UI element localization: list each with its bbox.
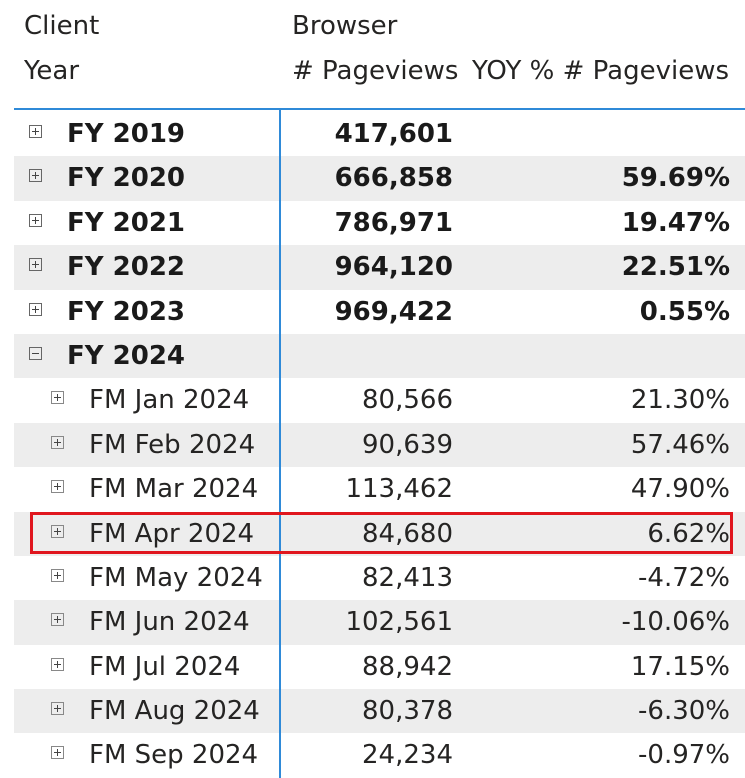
icon-bar-horizontal	[32, 352, 39, 354]
pageviews-value: 88,942	[362, 651, 453, 682]
icon-bar-vertical	[57, 483, 58, 491]
year-row[interactable]: FY 2024	[14, 333, 745, 379]
icon-bar-vertical	[57, 438, 58, 446]
expand-plus-icon[interactable]	[51, 391, 64, 405]
column-divider	[279, 110, 281, 778]
row-label: FM May 2024	[89, 562, 263, 593]
expand-plus-icon[interactable]	[51, 613, 64, 627]
icon-bar-vertical	[35, 172, 36, 180]
month-row[interactable]: FM Jun 2024 102,561 -10.06%	[14, 600, 745, 645]
row-label: FM Aug 2024	[89, 696, 260, 727]
header-browser[interactable]: Browser	[292, 11, 398, 41]
yoy-value: -4.72%	[638, 562, 730, 593]
row-label: FM Sep 2024	[89, 740, 259, 771]
icon-bar-vertical	[35, 216, 36, 224]
year-row[interactable]: FY 2023 969,422 0.55%	[14, 290, 745, 334]
pageviews-value: 84,680	[362, 518, 453, 549]
expand-plus-icon[interactable]	[29, 169, 42, 183]
pageviews-value: 964,120	[334, 252, 453, 283]
expand-plus-icon[interactable]	[51, 746, 64, 760]
yoy-value: -0.97%	[638, 740, 730, 771]
icon-bar-vertical	[35, 128, 36, 135]
collapse-minus-icon[interactable]	[29, 346, 42, 360]
expand-plus-icon[interactable]	[29, 125, 42, 138]
yoy-value: 57.46%	[630, 429, 730, 460]
pageviews-value: 666,858	[334, 163, 453, 194]
pageviews-value: 417,601	[334, 119, 453, 149]
row-label: FM Feb 2024	[89, 429, 256, 460]
row-label: FM Apr 2024	[89, 518, 255, 549]
icon-bar-vertical	[35, 261, 36, 269]
yoy-value: 21.30%	[630, 385, 730, 416]
row-label: FY 2023	[67, 296, 186, 327]
header-pageviews[interactable]: # Pageviews	[292, 56, 459, 86]
row-label: FM Jun 2024	[89, 607, 250, 638]
pageviews-value: 969,422	[334, 296, 453, 327]
matrix-rows: FY 2019 417,601 FY 2020 666,858 59.69% FY 202…	[14, 112, 745, 778]
row-label: FY 2022	[67, 252, 186, 283]
row-label: FY 2024	[67, 340, 186, 371]
icon-bar-vertical	[57, 394, 58, 402]
yoy-value: 6.62%	[647, 518, 730, 549]
expand-plus-icon[interactable]	[51, 657, 64, 671]
yoy-value: 22.51%	[621, 252, 730, 283]
year-row[interactable]: FY 2019 417,601	[14, 112, 745, 156]
icon-bar-vertical	[57, 749, 58, 757]
header-divider	[14, 108, 745, 110]
header-yoy-pageviews[interactable]: YOY % # Pageviews	[471, 56, 729, 86]
expand-plus-icon[interactable]	[51, 435, 64, 449]
row-label: FY 2020	[67, 163, 186, 194]
header-client[interactable]: Client	[24, 11, 100, 41]
pageviews-value: 786,971	[334, 207, 453, 238]
year-row[interactable]: FY 2021 786,971 19.47%	[14, 201, 745, 245]
pageviews-value: 80,566	[362, 385, 453, 416]
expand-plus-icon[interactable]	[29, 258, 42, 272]
pageviews-value: 102,561	[345, 607, 453, 638]
yoy-value: 17.15%	[630, 651, 730, 682]
icon-bar-vertical	[57, 527, 58, 535]
month-row[interactable]: FM May 2024 82,413 -4.72%	[14, 556, 745, 600]
yoy-value: 19.47%	[621, 207, 730, 238]
row-label: FY 2021	[67, 207, 186, 238]
year-row[interactable]: FY 2022 964,120 22.51%	[14, 245, 745, 290]
expand-plus-icon[interactable]	[51, 702, 64, 716]
yoy-value: 47.90%	[630, 474, 730, 505]
yoy-value: 0.55%	[639, 296, 730, 327]
year-row[interactable]: FY 2020 666,858 59.69%	[14, 156, 745, 201]
expand-plus-icon[interactable]	[29, 302, 42, 316]
yoy-value: 59.69%	[621, 163, 730, 194]
pageviews-value: 90,639	[362, 429, 453, 460]
yoy-value: -6.30%	[638, 696, 730, 727]
icon-bar-vertical	[57, 660, 58, 668]
row-label: FY 2019	[67, 119, 186, 149]
header-year[interactable]: Year	[24, 56, 80, 86]
row-label: FM Mar 2024	[89, 474, 259, 505]
yoy-value: -10.06%	[621, 607, 730, 638]
pageviews-value: 24,234	[362, 740, 453, 771]
month-row[interactable]: FM Mar 2024 113,462 47.90%	[14, 467, 745, 511]
pageviews-value: 82,413	[362, 562, 453, 593]
month-row[interactable]: FM Aug 2024 80,378 -6.30%	[14, 689, 745, 734]
month-row[interactable]: FM Feb 2024 90,639 57.46%	[14, 422, 745, 468]
month-row[interactable]: FM Jan 2024 80,566 21.30%	[14, 378, 745, 422]
icon-bar-vertical	[57, 571, 58, 579]
expand-plus-icon[interactable]	[51, 524, 64, 538]
row-label: FM Jan 2024	[89, 385, 250, 416]
icon-bar-vertical	[57, 616, 58, 624]
expand-plus-icon[interactable]	[51, 480, 64, 494]
icon-bar-vertical	[57, 705, 58, 713]
month-row[interactable]: FM Apr 2024 84,680 6.62%	[14, 511, 745, 556]
expand-plus-icon[interactable]	[51, 568, 64, 582]
icon-bar-vertical	[35, 305, 36, 313]
expand-plus-icon[interactable]	[29, 213, 42, 227]
row-label: FM Jul 2024	[89, 651, 241, 682]
pageviews-value: 80,378	[362, 696, 453, 727]
month-row[interactable]: FM Jul 2024 88,942 17.15%	[14, 645, 745, 689]
month-row[interactable]: FM Sep 2024 24,234 -0.97%	[14, 733, 745, 777]
pageviews-value: 113,462	[345, 474, 453, 505]
